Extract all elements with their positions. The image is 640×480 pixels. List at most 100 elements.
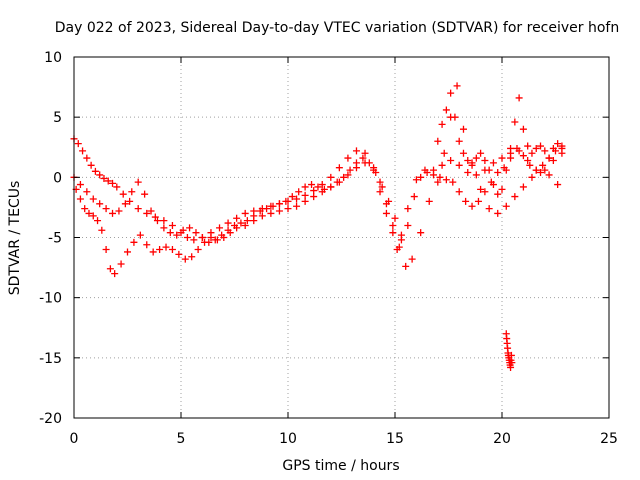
data-point	[333, 178, 341, 186]
data-point	[554, 181, 562, 189]
data-point	[391, 214, 399, 222]
data-point	[104, 177, 112, 185]
data-point	[288, 193, 296, 201]
data-point	[190, 236, 198, 244]
data-point	[434, 178, 442, 186]
data-point	[186, 224, 194, 232]
data-point	[134, 178, 142, 186]
data-point	[477, 149, 485, 157]
data-point	[528, 173, 536, 181]
data-point	[436, 173, 444, 181]
data-point	[188, 253, 196, 261]
data-point	[310, 187, 318, 195]
data-point	[111, 270, 119, 278]
data-point	[440, 149, 448, 157]
data-point	[389, 221, 397, 229]
data-point	[511, 118, 519, 126]
data-point	[502, 166, 510, 174]
data-point	[481, 156, 489, 164]
data-point	[143, 209, 151, 217]
data-point	[541, 147, 549, 155]
data-point	[87, 161, 95, 169]
data-point	[447, 89, 455, 97]
data-point	[275, 207, 283, 215]
data-point	[198, 234, 206, 241]
data-point	[143, 241, 151, 249]
data-point	[124, 248, 131, 256]
data-point	[96, 200, 104, 208]
data-point	[468, 159, 476, 167]
data-point	[498, 154, 506, 162]
data-point	[162, 243, 170, 251]
data-point	[301, 191, 309, 199]
data-point	[160, 224, 168, 232]
data-point	[494, 209, 502, 217]
data-point	[301, 197, 309, 205]
data-point	[91, 167, 99, 175]
data-point	[175, 250, 183, 258]
data-point	[464, 169, 472, 177]
x-tick-label: 15	[386, 431, 404, 447]
data-point	[241, 209, 249, 217]
data-point	[468, 202, 476, 210]
data-point	[293, 202, 301, 210]
data-point	[94, 217, 102, 225]
data-point	[449, 178, 457, 186]
data-point	[147, 207, 155, 215]
data-point	[537, 142, 545, 150]
data-point	[117, 260, 125, 268]
data-point	[434, 137, 442, 145]
data-point	[370, 164, 378, 172]
data-point	[282, 197, 290, 205]
data-point	[502, 202, 510, 210]
y-tick-label: 0	[53, 170, 62, 186]
x-tick-labels: 0 5 10 15 20 25	[70, 431, 618, 447]
data-point	[241, 221, 249, 229]
data-point	[455, 188, 463, 196]
data-point	[477, 185, 485, 193]
data-point	[485, 205, 493, 213]
data-point	[549, 156, 557, 164]
data-point	[515, 94, 523, 102]
data-point	[451, 113, 459, 121]
data-point	[453, 82, 461, 90]
data-point	[344, 154, 352, 162]
data-point	[166, 229, 174, 237]
x-tick-label: 20	[493, 431, 511, 447]
data-point	[410, 193, 418, 201]
data-point	[532, 144, 540, 152]
data-point	[224, 219, 232, 227]
data-point	[532, 166, 540, 174]
data-point	[554, 140, 562, 148]
data-point	[293, 195, 301, 203]
data-point	[181, 255, 189, 263]
data-point	[284, 205, 292, 213]
data-point	[81, 205, 89, 213]
data-point	[442, 106, 450, 114]
data-point	[168, 221, 176, 229]
data-point	[327, 183, 335, 191]
y-tick-label: -5	[48, 231, 62, 247]
data-point	[359, 154, 367, 162]
data-point	[263, 205, 271, 213]
data-point	[121, 200, 129, 208]
data-point	[160, 217, 168, 225]
x-tick-label: 5	[177, 431, 186, 447]
data-point	[194, 246, 202, 254]
data-point	[173, 231, 181, 239]
data-point	[327, 173, 335, 181]
data-point	[485, 166, 493, 174]
y-axis-title: SDTVAR / TECUs	[7, 181, 23, 296]
data-point	[519, 125, 527, 133]
data-point	[83, 188, 91, 196]
data-point	[102, 205, 110, 213]
data-point	[74, 140, 82, 148]
data-point	[372, 169, 380, 177]
data-point	[524, 142, 532, 150]
data-point	[269, 202, 277, 210]
data-point	[308, 181, 316, 189]
data-point	[438, 161, 446, 169]
x-tick-label: 25	[600, 431, 618, 447]
data-point	[352, 147, 360, 155]
